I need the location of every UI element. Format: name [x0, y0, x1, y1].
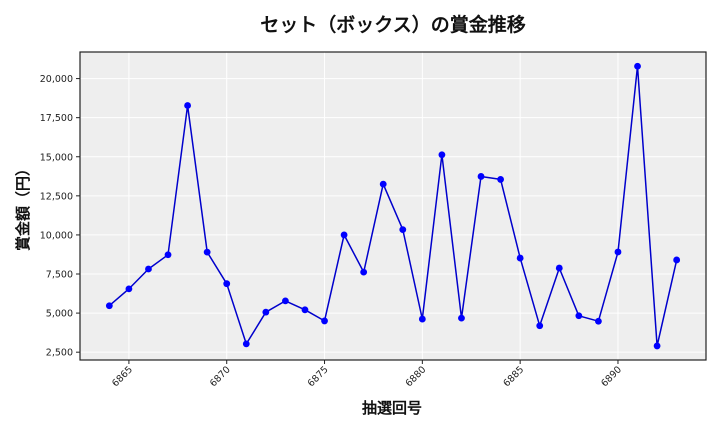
y-axis: 2,500 5,000 7,500 10,000 12,500 15,000 17,500 2…: [40, 74, 80, 359]
y-tick-label: 15,000: [40, 152, 73, 163]
y-axis-label: 賞金額（円）: [14, 161, 32, 251]
y-tick-label: 10,000: [40, 230, 73, 241]
data-point-marker: [223, 280, 231, 288]
x-tick-label: 6870: [208, 364, 233, 389]
x-tick-label: 6875: [306, 364, 331, 389]
data-point-marker: [379, 180, 387, 188]
data-point-marker: [595, 317, 602, 325]
data-point-marker: [477, 173, 485, 180]
gridlines: [80, 52, 706, 360]
data-point-marker: [634, 62, 641, 70]
data-point-marker: [653, 342, 661, 350]
data-point-marker: [399, 226, 407, 234]
y-tick-label: 20,000: [40, 74, 73, 85]
x-axis-label: 抽選回号: [362, 399, 422, 417]
y-tick-label: 7,500: [46, 270, 73, 281]
data-point-marker: [145, 265, 152, 273]
data-point-marker: [418, 315, 426, 323]
x-tick-label: 6885: [501, 364, 526, 389]
y-tick-label: 12,500: [40, 191, 73, 202]
data-point-marker: [184, 102, 191, 109]
x-tick-label: 6890: [599, 364, 624, 389]
data-point-marker: [497, 176, 504, 183]
chart-title: セット（ボックス）の賞金推移: [260, 13, 525, 36]
data-point-marker: [282, 297, 289, 305]
data-point-marker: [164, 251, 172, 259]
data-point-marker: [262, 308, 270, 316]
y-tick-label: 17,500: [40, 113, 73, 124]
data-point-marker: [340, 231, 348, 239]
y-tick-label: 2,500: [46, 348, 73, 359]
data-point-marker: [536, 322, 544, 330]
data-point-marker: [301, 306, 309, 314]
data-point-marker: [575, 312, 583, 320]
plot-frame: [79, 51, 707, 361]
data-point-marker: [203, 248, 211, 256]
x-axis: 6865 6870 6875 6880 6885 6890: [110, 360, 624, 389]
data-point-marker: [614, 248, 622, 256]
data-point-marker: [516, 254, 524, 262]
y-tick-label: 5,000: [46, 309, 73, 320]
data-series: [105, 62, 681, 350]
x-tick-label: 6880: [404, 364, 429, 389]
data-point-marker: [555, 264, 563, 272]
data-point-marker: [360, 268, 368, 276]
data-point-marker: [105, 302, 113, 310]
data-point-marker: [242, 340, 250, 348]
data-point-marker: [458, 314, 465, 322]
data-point-marker: [438, 151, 446, 159]
x-tick-label: 6865: [110, 364, 135, 389]
data-point-marker: [673, 256, 681, 264]
data-point-marker: [125, 285, 133, 293]
data-point-marker: [321, 317, 328, 325]
